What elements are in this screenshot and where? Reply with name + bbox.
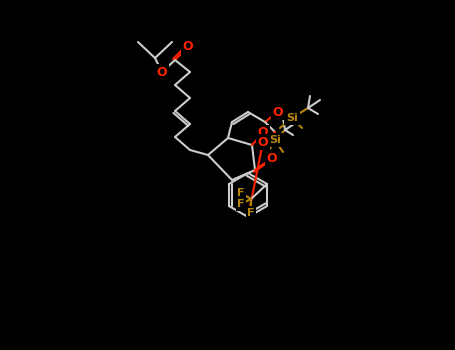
Text: F: F	[248, 208, 255, 218]
Text: O: O	[183, 41, 193, 54]
Text: F: F	[238, 188, 245, 198]
Text: Si: Si	[269, 135, 281, 145]
Text: O: O	[157, 65, 167, 78]
Text: O: O	[273, 105, 283, 119]
Text: O: O	[267, 152, 277, 164]
Text: F: F	[238, 199, 245, 209]
Text: O: O	[258, 135, 268, 148]
Text: O: O	[258, 126, 268, 140]
Text: Si: Si	[286, 113, 298, 123]
